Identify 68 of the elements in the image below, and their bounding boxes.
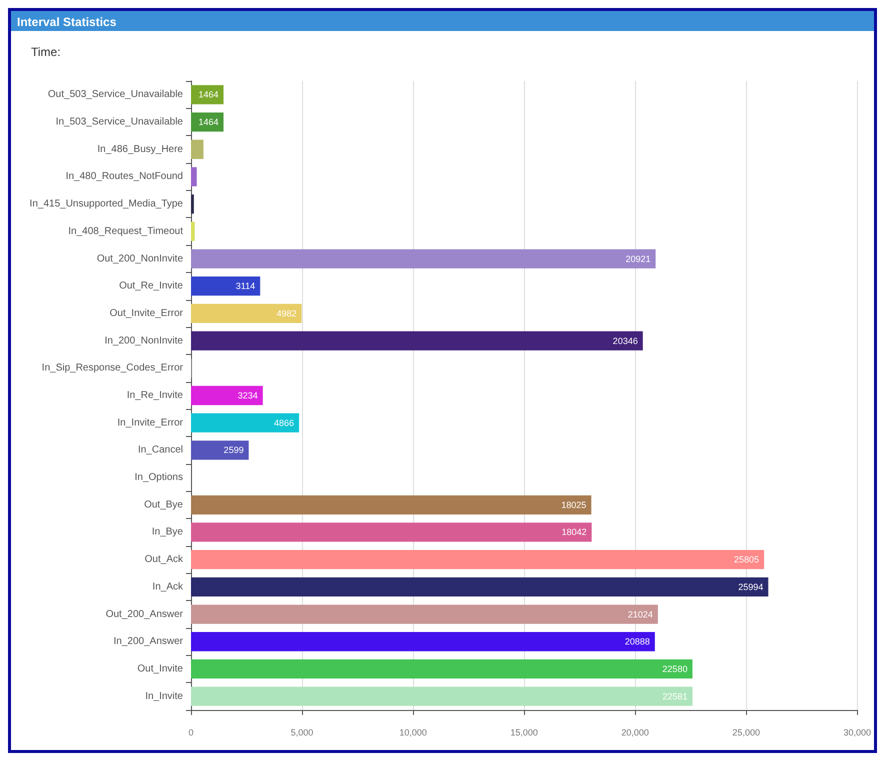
data-label: 25805 xyxy=(734,554,760,565)
y-tick-label: In_408_Request_Timeout xyxy=(68,226,184,237)
y-tick-label: In_Invite_Error xyxy=(117,417,184,428)
text: Time: xyxy=(30,44,62,61)
bar xyxy=(191,413,300,432)
y-tick-label: In_415_Unsupported_Media_Type xyxy=(30,198,184,210)
bar xyxy=(191,194,194,214)
y-tick-label: Out_503_Service_Unavailable xyxy=(48,89,184,100)
data-label: 18025 xyxy=(561,500,586,510)
data-label: 4982 xyxy=(276,308,297,318)
y-tick-label: In_Options xyxy=(134,472,183,484)
y-tick-label: Out_Invite_Error xyxy=(110,308,184,319)
y-tick-label: Out_Bye xyxy=(144,499,184,510)
bar xyxy=(191,249,656,268)
x-tick-label: 5,000 xyxy=(290,728,314,738)
y-tick-label: In_200_Answer xyxy=(114,636,184,648)
bar xyxy=(191,632,655,652)
y-tick-label: Out_200_NonInvite xyxy=(96,253,184,264)
y-tick-label: In_200_NonInvite xyxy=(104,335,184,346)
data-label: 18042 xyxy=(562,527,587,538)
bar xyxy=(191,522,592,542)
data-label: 1464 xyxy=(198,117,219,128)
y-tick-label: In_Ack xyxy=(152,581,184,592)
y-tick-label: In_Cancel xyxy=(138,444,183,456)
data-label: 25994 xyxy=(738,582,764,592)
x-tick-label: 25,000 xyxy=(732,728,760,738)
data-label: 4866 xyxy=(274,418,294,428)
data-label: 1464 xyxy=(198,90,219,100)
y-tick-label: Out_Ack xyxy=(144,554,184,566)
x-tick-label: 30,000 xyxy=(843,728,871,738)
x-tick-label: 20,000 xyxy=(621,728,649,738)
bar xyxy=(191,222,195,241)
bar xyxy=(191,140,204,159)
bar xyxy=(191,686,692,706)
y-tick-label: Out_Invite xyxy=(137,663,184,674)
bar xyxy=(191,577,768,597)
y-tick-label: In_Invite xyxy=(145,690,184,702)
bar xyxy=(191,276,260,296)
y-tick-label: Out_Re_Invite xyxy=(119,280,184,292)
y-tick-label: In_Bye xyxy=(152,526,184,538)
y-tick-label: In_503_Service_Unavailable xyxy=(56,116,184,128)
y-tick-label: In_Sip_Response_Codes_Error xyxy=(42,362,184,374)
bar xyxy=(191,495,592,514)
y-tick-label: Out_200_Answer xyxy=(106,608,184,620)
data-label: 21024 xyxy=(628,609,653,620)
data-label: 2599 xyxy=(224,445,244,456)
bar xyxy=(191,604,658,624)
y-tick-label: In_486_Busy_Here xyxy=(97,144,184,155)
data-label: 20921 xyxy=(626,254,651,264)
bar xyxy=(191,550,764,570)
bar xyxy=(191,386,263,406)
x-tick-label: 10,000 xyxy=(399,728,427,738)
data-label: 22581 xyxy=(662,691,688,702)
bar xyxy=(191,167,197,186)
data-label: 20888 xyxy=(624,636,650,647)
x-tick-label: 0 xyxy=(188,728,194,738)
bar xyxy=(191,440,249,460)
bar xyxy=(191,659,692,679)
x-tick-label: 15,000 xyxy=(510,728,538,738)
data-label: 3114 xyxy=(236,281,256,292)
data-label: 3234 xyxy=(238,390,258,400)
text: Interval Statistics xyxy=(11,11,874,31)
bar xyxy=(191,304,302,324)
data-label: 22580 xyxy=(662,664,688,674)
data-label: 20346 xyxy=(612,336,638,346)
bar xyxy=(191,331,643,350)
y-tick-label: In_480_Routes_NotFound xyxy=(66,171,183,182)
y-tick-label: In_Re_Invite xyxy=(126,390,184,401)
